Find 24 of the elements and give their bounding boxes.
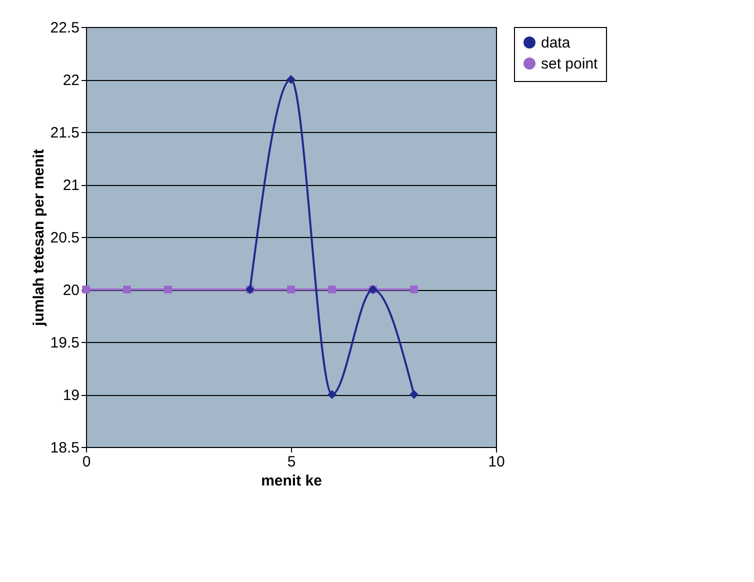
point: [328, 390, 336, 399]
y-tick-label: 19.5: [50, 334, 80, 352]
y-tick-label: 21: [62, 177, 80, 194]
y-tick-label: 18.5: [50, 440, 80, 456]
x-tick-label: 10: [488, 454, 505, 470]
point: [164, 286, 172, 294]
point: [287, 286, 295, 294]
y-tick-label: 20: [62, 282, 80, 299]
y-tick-label: 19: [62, 387, 80, 404]
point: [410, 286, 418, 294]
x-tick-label: 0: [82, 454, 91, 470]
point: [286, 75, 296, 84]
point: [123, 286, 131, 294]
point: [328, 286, 336, 294]
point: [410, 390, 418, 399]
y-tick-label: 22.5: [50, 20, 80, 36]
y-axis-title: jumlah tetesan per menit: [30, 149, 48, 327]
legend-label: set point: [541, 56, 599, 72]
y-tick-label: 22: [62, 72, 80, 89]
x-tick-label: 5: [287, 454, 296, 470]
legend-label: data: [541, 34, 571, 52]
y-tick-label: 20.5: [50, 230, 80, 246]
x-axis-title: menit ke: [261, 472, 322, 490]
y-tick-label: 21.5: [50, 124, 80, 142]
